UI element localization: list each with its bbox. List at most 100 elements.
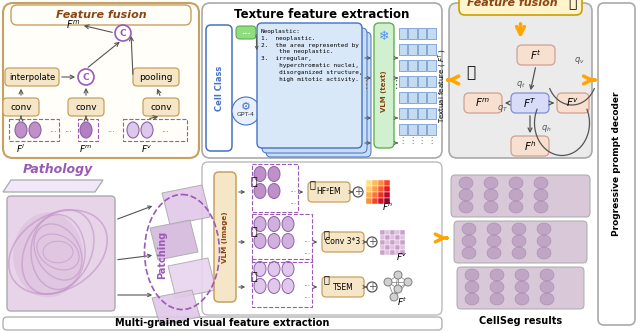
Text: C: C: [83, 72, 90, 81]
Text: ⋮: ⋮: [417, 135, 426, 145]
Bar: [417, 108, 426, 119]
Circle shape: [367, 237, 377, 247]
Bar: [399, 76, 407, 87]
Ellipse shape: [490, 281, 504, 293]
Ellipse shape: [459, 189, 473, 201]
Bar: [427, 28, 435, 39]
Bar: [399, 124, 407, 135]
Ellipse shape: [515, 281, 529, 293]
Text: pooling: pooling: [140, 72, 173, 81]
Text: ...: ...: [64, 125, 72, 134]
Bar: [408, 124, 417, 135]
Bar: [384, 186, 390, 192]
Ellipse shape: [462, 247, 476, 259]
Ellipse shape: [459, 201, 473, 213]
Text: ⋮: ⋮: [390, 80, 401, 90]
Ellipse shape: [127, 122, 139, 138]
Text: ...: ...: [241, 27, 251, 36]
Bar: [399, 44, 407, 55]
FancyBboxPatch shape: [451, 175, 590, 217]
Bar: [385, 235, 390, 240]
FancyBboxPatch shape: [457, 267, 584, 309]
Ellipse shape: [484, 189, 498, 201]
Ellipse shape: [282, 261, 294, 276]
Circle shape: [367, 282, 377, 292]
Ellipse shape: [268, 261, 280, 276]
Ellipse shape: [534, 189, 548, 201]
Bar: [395, 245, 399, 250]
Text: 🔥: 🔥: [324, 229, 330, 239]
Ellipse shape: [512, 235, 526, 247]
Ellipse shape: [487, 247, 501, 259]
Ellipse shape: [282, 216, 294, 231]
Ellipse shape: [254, 183, 266, 199]
Text: Texture feature extraction: Texture feature extraction: [234, 9, 410, 22]
Bar: [390, 245, 394, 250]
FancyBboxPatch shape: [3, 3, 199, 158]
Text: $q_T$: $q_T$: [497, 104, 509, 115]
Ellipse shape: [465, 293, 479, 305]
Text: Textual feature ( $F^T$ ): Textual feature ( $F^T$ ): [437, 48, 449, 123]
Bar: [399, 108, 407, 119]
Bar: [378, 198, 383, 204]
Text: 🔥: 🔥: [467, 66, 476, 80]
Circle shape: [353, 187, 363, 197]
FancyBboxPatch shape: [143, 98, 179, 116]
Bar: [408, 108, 417, 119]
Text: ...: ...: [289, 184, 296, 194]
Bar: [427, 44, 435, 55]
Ellipse shape: [509, 177, 523, 189]
Text: ...: ...: [303, 234, 310, 244]
Ellipse shape: [141, 122, 153, 138]
Circle shape: [390, 293, 398, 301]
Ellipse shape: [15, 122, 27, 138]
Ellipse shape: [540, 293, 554, 305]
FancyBboxPatch shape: [202, 162, 442, 315]
Bar: [390, 235, 394, 240]
Text: ⋮: ⋮: [427, 135, 435, 145]
Text: ...: ...: [303, 292, 310, 301]
Text: ⋮: ⋮: [408, 135, 417, 145]
Bar: [384, 198, 390, 204]
Text: $F^m$: $F^m$: [476, 97, 491, 109]
Text: HF²EM: HF²EM: [317, 187, 341, 197]
Bar: [395, 250, 399, 255]
Ellipse shape: [484, 201, 498, 213]
FancyBboxPatch shape: [322, 232, 364, 252]
Text: 🔥: 🔥: [251, 227, 257, 237]
FancyBboxPatch shape: [202, 3, 442, 158]
Bar: [380, 240, 385, 245]
FancyBboxPatch shape: [517, 45, 555, 65]
Bar: [427, 60, 435, 71]
Text: $F^v$: $F^v$: [396, 252, 408, 262]
Text: +: +: [368, 282, 376, 292]
Bar: [390, 250, 394, 255]
Text: ⋮: ⋮: [399, 135, 407, 145]
Ellipse shape: [268, 216, 280, 231]
Circle shape: [404, 278, 412, 286]
Text: $F^t$: $F^t$: [397, 296, 407, 308]
Bar: [400, 240, 404, 245]
Text: $q_v$: $q_v$: [573, 56, 584, 67]
Text: 🔥: 🔥: [251, 272, 257, 282]
Ellipse shape: [534, 177, 548, 189]
Text: $F^v$: $F^v$: [566, 97, 580, 109]
Bar: [385, 230, 390, 234]
FancyBboxPatch shape: [68, 98, 104, 116]
Bar: [399, 92, 407, 103]
Text: 🔥: 🔥: [568, 0, 576, 10]
Text: conv: conv: [75, 103, 97, 112]
Bar: [417, 124, 426, 135]
Bar: [427, 76, 435, 87]
Text: VLM (text): VLM (text): [381, 71, 387, 112]
Text: Cell Class: Cell Class: [214, 66, 223, 111]
Text: $F^h$: $F^h$: [382, 201, 394, 213]
Text: 🔥: 🔥: [251, 177, 257, 187]
Text: ...: ...: [49, 125, 57, 134]
Ellipse shape: [515, 293, 529, 305]
Bar: [395, 235, 399, 240]
FancyBboxPatch shape: [557, 93, 589, 113]
Ellipse shape: [509, 189, 523, 201]
Ellipse shape: [268, 233, 280, 249]
Bar: [372, 198, 378, 204]
